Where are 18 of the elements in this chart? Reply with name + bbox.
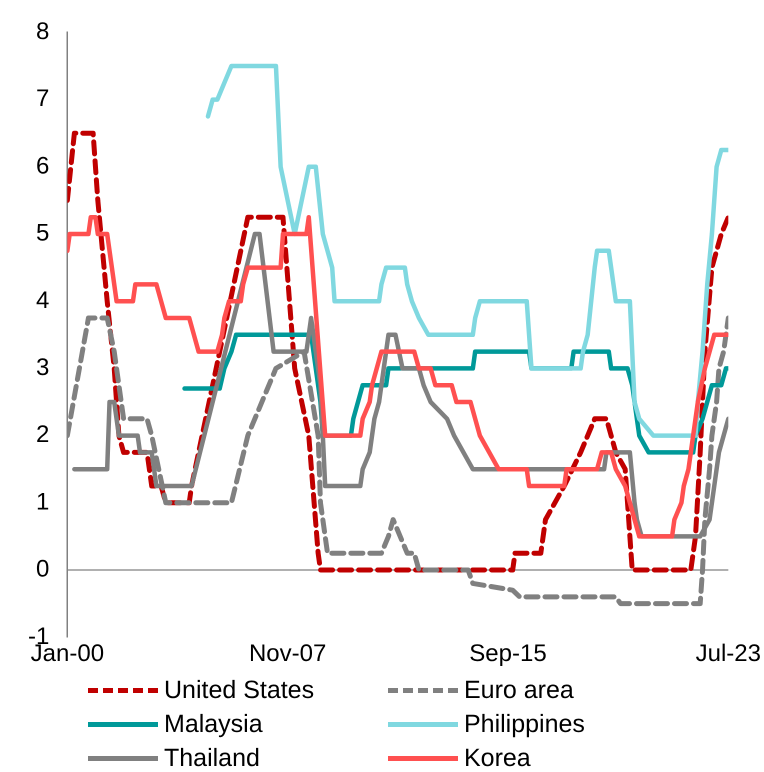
x-tick-label: Sep-15	[469, 640, 547, 668]
x-tick-label: Nov-07	[248, 640, 326, 668]
y-tick-label: 6	[36, 152, 50, 180]
y-tick-label: 0	[36, 556, 50, 583]
legend-label: United States	[164, 676, 314, 704]
y-tick-label: 1	[36, 488, 50, 516]
y-tick-label: 3	[36, 354, 50, 382]
legend-label: Philippines	[464, 710, 585, 738]
y-tick-label: 8	[36, 18, 50, 46]
x-tick-label: Jul-23	[696, 640, 762, 668]
y-tick-label: 4	[36, 286, 50, 314]
y-tick-label: 5	[36, 220, 50, 247]
legend-label: Euro area	[464, 676, 574, 704]
legend-label: Malaysia	[164, 710, 263, 738]
legend-label: Thailand	[164, 744, 260, 772]
legend-label: Korea	[464, 744, 531, 772]
y-tick-label: 7	[36, 85, 50, 112]
y-tick-label: 2	[36, 421, 50, 448]
